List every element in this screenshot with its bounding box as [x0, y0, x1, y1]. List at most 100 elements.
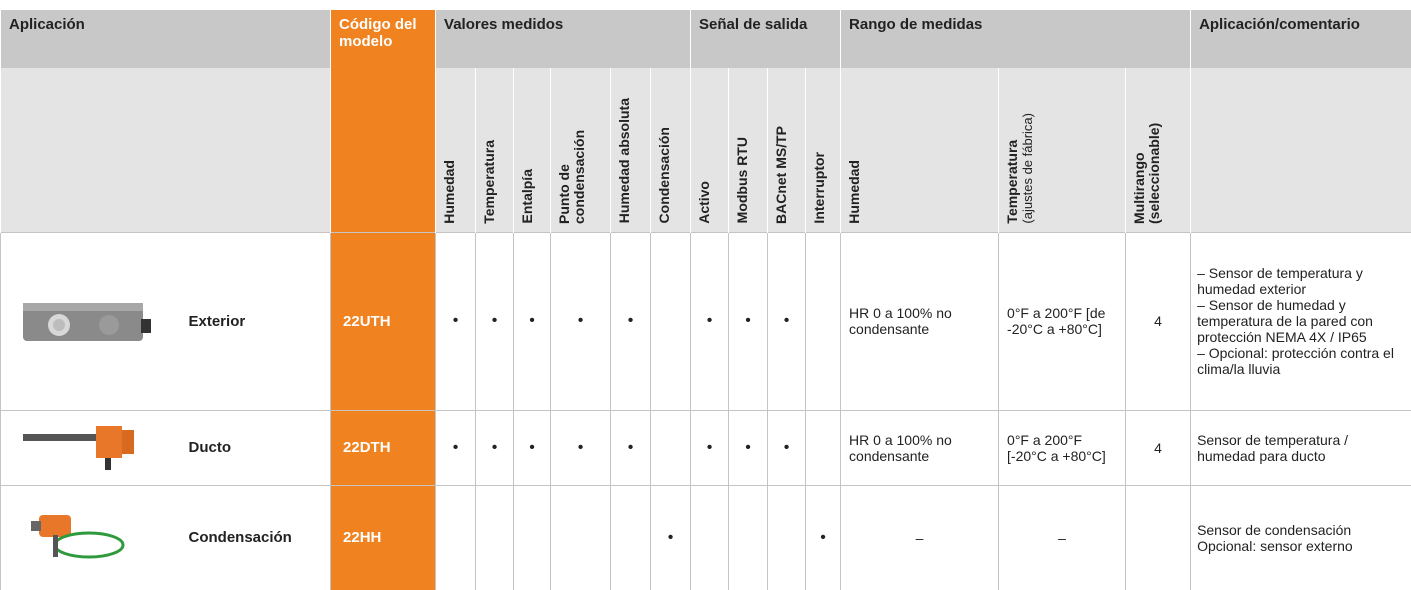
column-note: (ajustes de fábrica)	[1020, 112, 1036, 224]
comment-cell: Sensor de temperatura / humedad para duc…	[1190, 409, 1411, 486]
header-cell: Señal de salida	[690, 10, 841, 68]
column-label: Temperatura	[481, 139, 498, 224]
comment-line: Sensor de temperatura / humedad para duc…	[1197, 431, 1349, 464]
dot-cell: •	[610, 231, 652, 411]
model-code: 22UTH	[330, 231, 437, 411]
column-label: Entalpía	[519, 169, 536, 224]
dot-cell: •	[767, 231, 807, 411]
dot-cell: •	[550, 409, 612, 486]
dot-cell	[728, 484, 769, 590]
header-cell: Rango de medidas	[840, 10, 1191, 68]
row-name: Condensación	[180, 484, 332, 590]
comment-cell: Sensor de condensación Opcional: sensor e…	[1190, 484, 1411, 590]
header-cell: Aplicación	[0, 10, 331, 68]
humidity-range: –	[840, 484, 1000, 590]
comment-line: – Sensor de temperatura y humedad exteri…	[1197, 265, 1363, 297]
vertical-label: Activo	[696, 180, 713, 224]
comment-cell: – Sensor de temperatura y humedad exteri…	[1190, 231, 1411, 411]
header-cell: Condensación	[650, 68, 691, 232]
dot-cell: •	[728, 231, 769, 411]
column-label: Punto de condensación	[556, 129, 588, 224]
model-code: 22DTH	[330, 409, 437, 486]
vertical-label: Temperatura	[481, 139, 498, 224]
multirange	[1125, 484, 1192, 590]
vertical-label: Humedad absoluta	[616, 98, 633, 224]
header-cell: Interruptor	[805, 68, 841, 232]
header-cell: Punto de condensación	[550, 68, 611, 232]
header-cell	[0, 68, 331, 232]
vertical-label: Multirango (seleccionable)	[1131, 74, 1163, 224]
header-cell	[1190, 68, 1411, 232]
column-label: BACnet MS/TP	[773, 125, 790, 224]
vertical-label: Condensación	[656, 127, 673, 224]
vertical-label: Punto de condensación	[556, 74, 588, 224]
header-cell: Humedad absoluta	[610, 68, 651, 232]
column-label: Humedad absoluta	[616, 98, 633, 224]
comment-line: – Opcional: protección contra el clima/l…	[1197, 345, 1394, 377]
column-label: Modbus RTU	[734, 137, 751, 224]
vertical-label: Humedad	[846, 159, 863, 224]
dot-cell	[513, 484, 552, 590]
header-cell: BACnet MS/TP	[767, 68, 806, 232]
humidity-range: HR 0 a 100% no condensante	[840, 231, 1000, 411]
dot-cell	[805, 409, 842, 486]
header-cell: Código del modelo	[330, 10, 436, 232]
dot-cell	[767, 484, 807, 590]
dot-cell: •	[690, 231, 730, 411]
product-image	[23, 426, 134, 470]
table-row: Condensación 22HH • • – – Sensor de condensaci…	[0, 484, 1411, 590]
dot-cell: •	[550, 231, 612, 411]
comment-line: Opcional: sensor externo	[1197, 537, 1353, 554]
comment-line: – Sensor de humedad y temperatura de la …	[1197, 297, 1373, 345]
temperature-range: 0°F a 200°F [-20°C a +80°C]	[998, 409, 1127, 486]
vertical-label: Modbus RTU	[734, 137, 751, 224]
dot-cell: •	[513, 409, 552, 486]
dot-cell: •	[435, 231, 477, 411]
column-label: Temperatura	[1004, 139, 1021, 224]
table-row: Exterior 22UTH • • • • • • • • HR 0 a 100% no cond…	[0, 231, 1411, 411]
vertical-label: Temperatura (ajustes de fábrica)	[1004, 112, 1036, 224]
comment-line: Sensor de condensación	[1197, 521, 1352, 538]
dot-cell: •	[610, 409, 652, 486]
dot-cell	[550, 484, 612, 590]
dot-cell: •	[650, 484, 692, 590]
image-cell	[0, 484, 181, 590]
dot-cell: •	[435, 409, 477, 486]
product-image	[31, 515, 125, 559]
dot-cell: •	[805, 484, 842, 590]
header-cell: Temperatura (ajustes de fábrica)	[998, 68, 1126, 232]
header-cell: Entalpía	[513, 68, 551, 232]
header-cell: Activo	[690, 68, 729, 232]
temperature-range: –	[998, 484, 1127, 590]
dot-cell: •	[475, 231, 515, 411]
dot-cell	[650, 231, 692, 411]
header-cell: Humedad	[435, 68, 476, 232]
dot-cell: •	[767, 409, 807, 486]
column-label: Condensación	[656, 127, 673, 224]
header-cell: Modbus RTU	[728, 68, 768, 232]
column-label: Activo	[696, 180, 713, 224]
dot-cell	[690, 484, 730, 590]
column-label: Humedad	[846, 159, 863, 224]
product-image	[23, 302, 151, 341]
column-label: Interruptor	[811, 151, 828, 224]
row-name: Ducto	[180, 409, 332, 486]
header-cell: Valores medidos	[435, 10, 691, 68]
header-cell: Humedad	[840, 68, 999, 232]
dot-cell	[475, 484, 515, 590]
row-name: Exterior	[180, 231, 332, 411]
column-label: Humedad	[441, 159, 458, 224]
dot-cell	[805, 231, 842, 411]
vertical-label: Interruptor	[811, 151, 828, 224]
dot-cell	[650, 409, 692, 486]
model-code: 22HH	[330, 484, 437, 590]
image-cell	[0, 409, 181, 486]
temperature-range: 0°F a 200°F [de -20°C a +80°C]	[998, 231, 1127, 411]
table-row: Ducto 22DTH • • • • • • • • HR 0 a 100% no condens…	[0, 409, 1411, 486]
column-label: Multirango (seleccionable)	[1131, 122, 1163, 224]
vertical-label: Entalpía	[519, 169, 536, 224]
header-cell: Aplicación/comentario	[1190, 10, 1411, 68]
vertical-label: Humedad	[441, 159, 458, 224]
dot-cell	[435, 484, 477, 590]
